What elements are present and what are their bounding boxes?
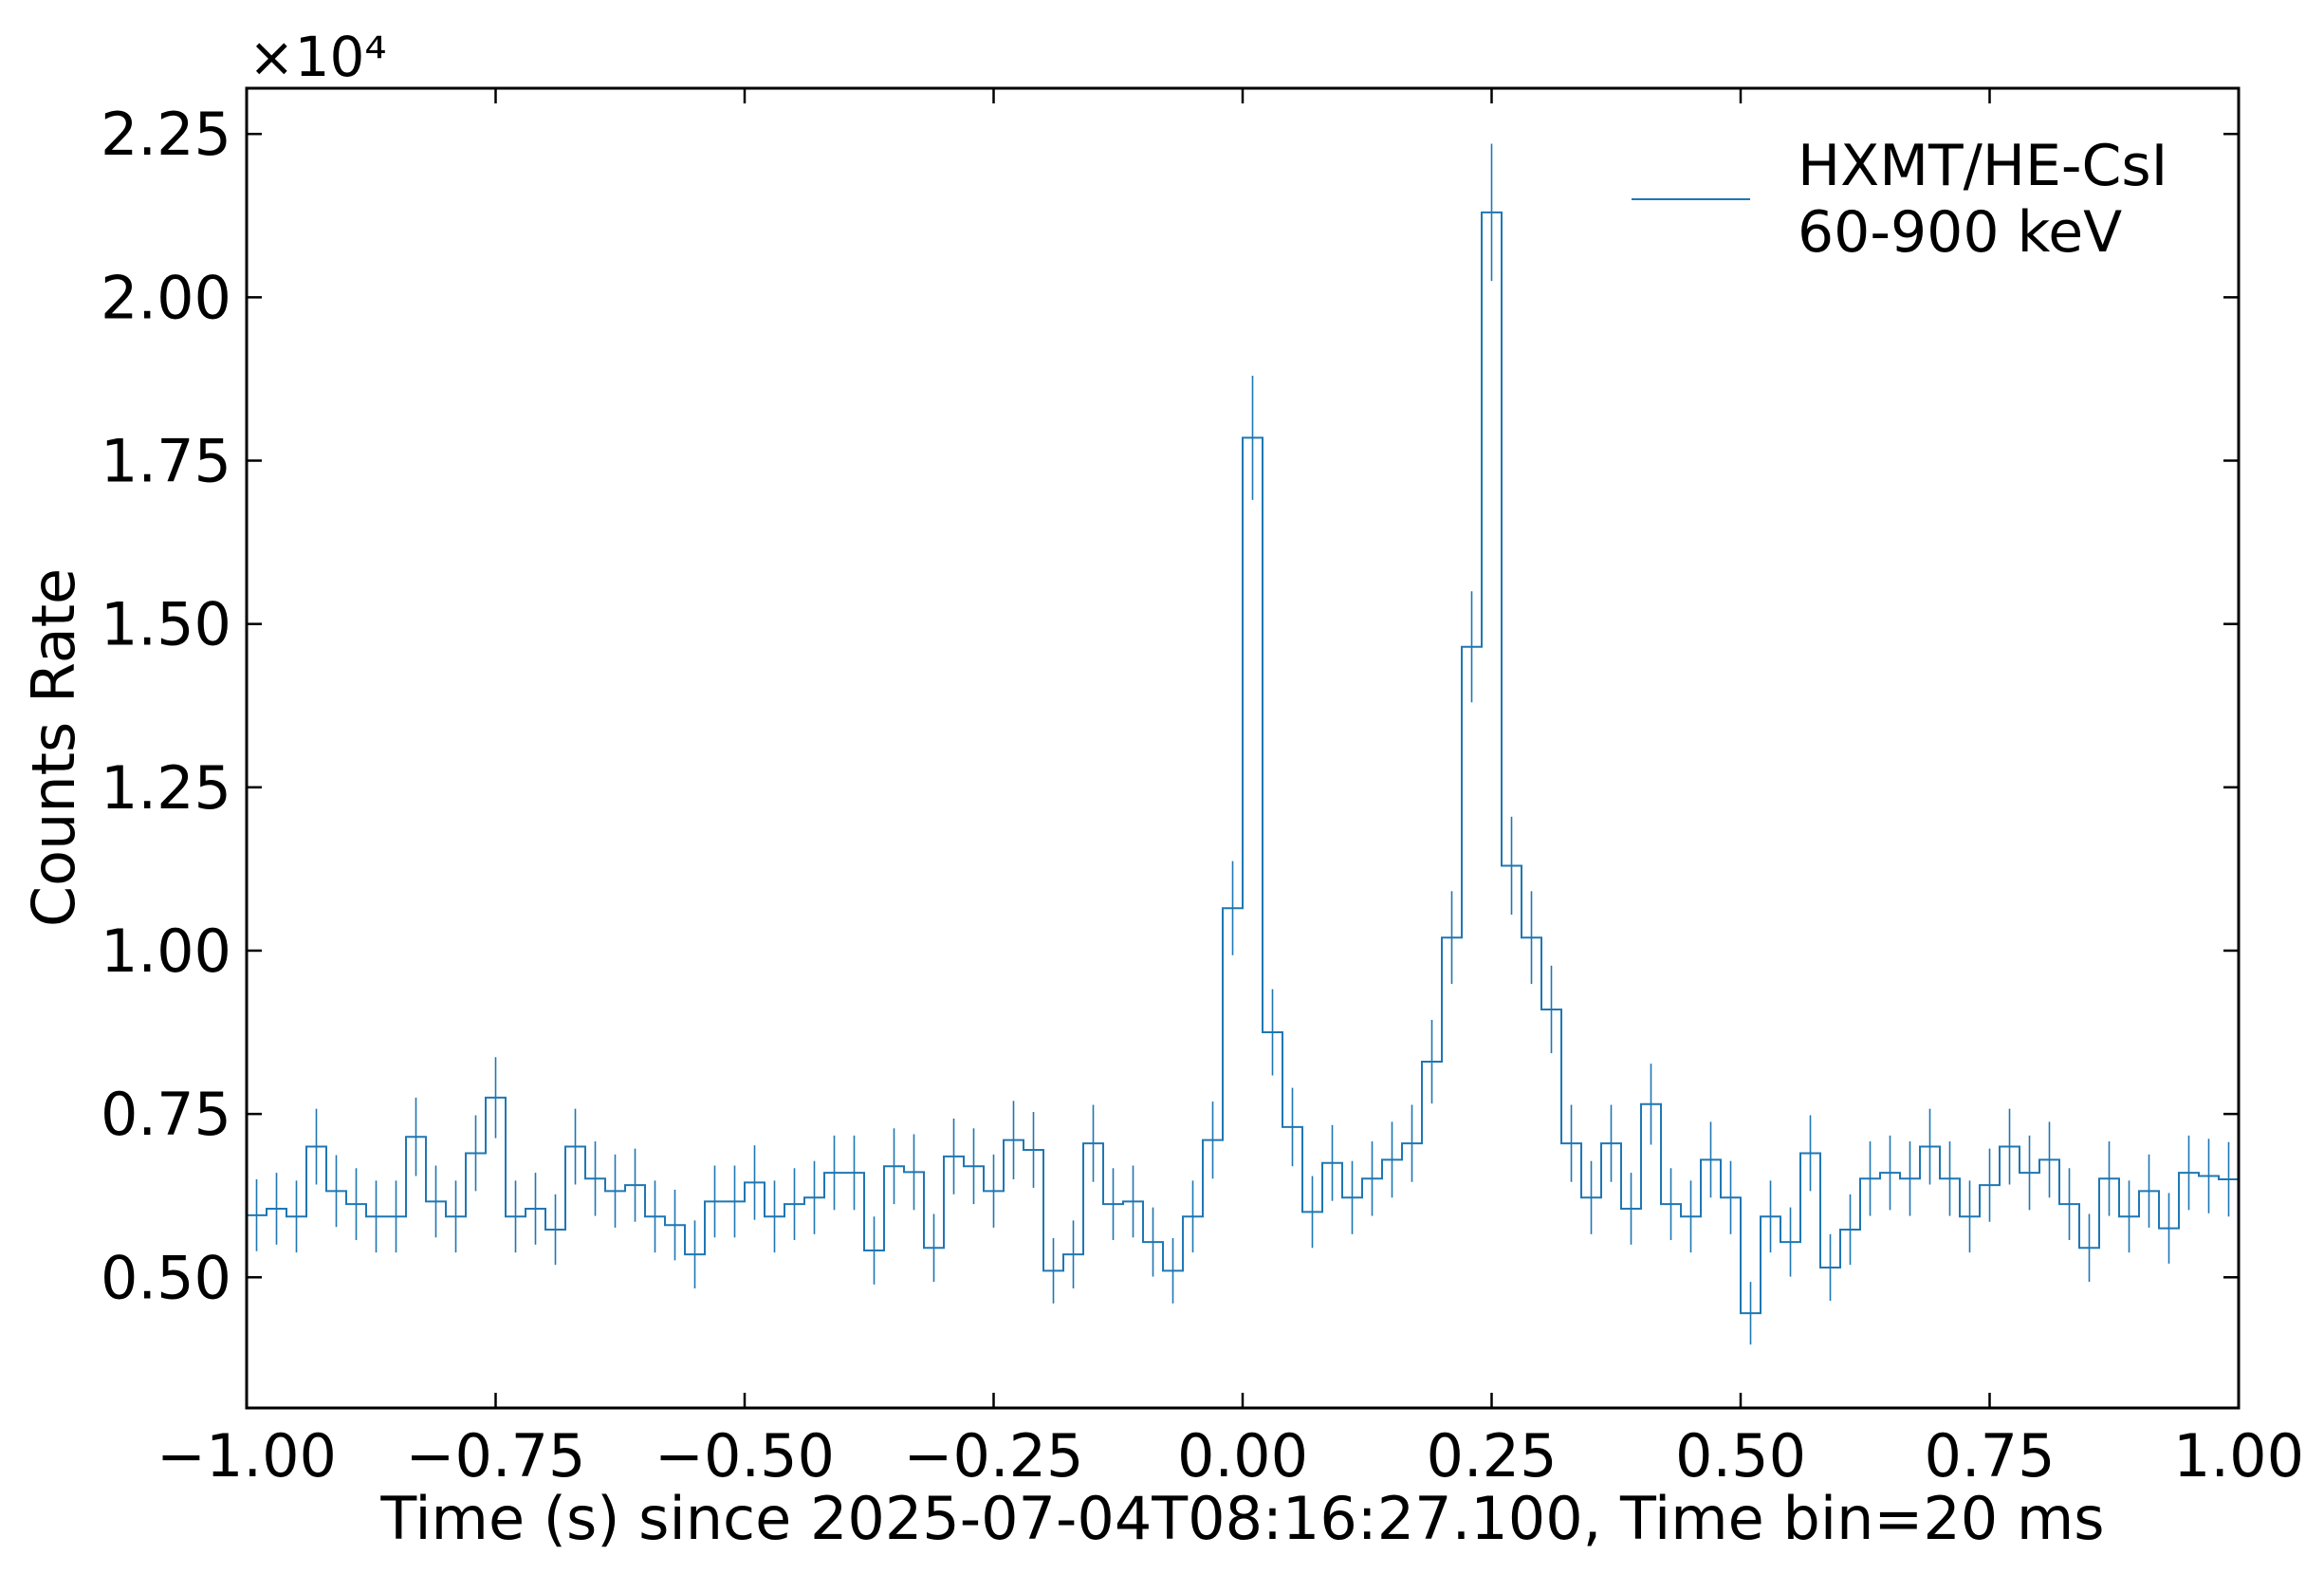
ticks-group	[245, 88, 2241, 1408]
legend: HXMT/HE-CsI 60-900 keV	[1632, 133, 2167, 266]
y-tick-label: 1.50	[101, 590, 231, 659]
x-tick-label: 0.00	[1177, 1421, 1308, 1491]
y-tick-label: 0.75	[101, 1080, 231, 1149]
x-tick-label: −0.25	[904, 1421, 1084, 1491]
x-tick-label: −1.00	[157, 1421, 337, 1491]
legend-label-instrument: HXMT/HE-CsI	[1798, 133, 2167, 199]
x-tick-label: 1.00	[2173, 1421, 2304, 1491]
series-step-line	[247, 211, 2239, 1315]
y-tick-label: 1.25	[101, 753, 231, 823]
x-axis-title: Time (s) since 2025-07-04T08:16:27.100, …	[379, 1484, 2104, 1553]
x-tick-label: 0.25	[1426, 1421, 1557, 1491]
series-group	[247, 143, 2239, 1345]
x-tick-label: 0.50	[1675, 1421, 1806, 1491]
y-multiplier: ×10⁴	[249, 25, 387, 89]
x-tick-label: −0.75	[406, 1421, 586, 1491]
y-tick-label: 2.25	[101, 100, 231, 169]
x-tick-label: 0.75	[1924, 1421, 2055, 1491]
y-tick-label: 2.00	[101, 263, 231, 332]
y-axis-title: Counts Rate	[19, 568, 88, 927]
y-tick-label: 1.00	[101, 917, 231, 986]
y-tick-label: 0.50	[101, 1243, 231, 1312]
axes-frame	[245, 86, 2241, 1410]
x-tick-label: −0.50	[655, 1421, 835, 1491]
legend-label-energy: 60-900 keV	[1798, 199, 2122, 266]
y-tick-label: 1.75	[101, 427, 231, 496]
plot-area	[245, 86, 2241, 1410]
